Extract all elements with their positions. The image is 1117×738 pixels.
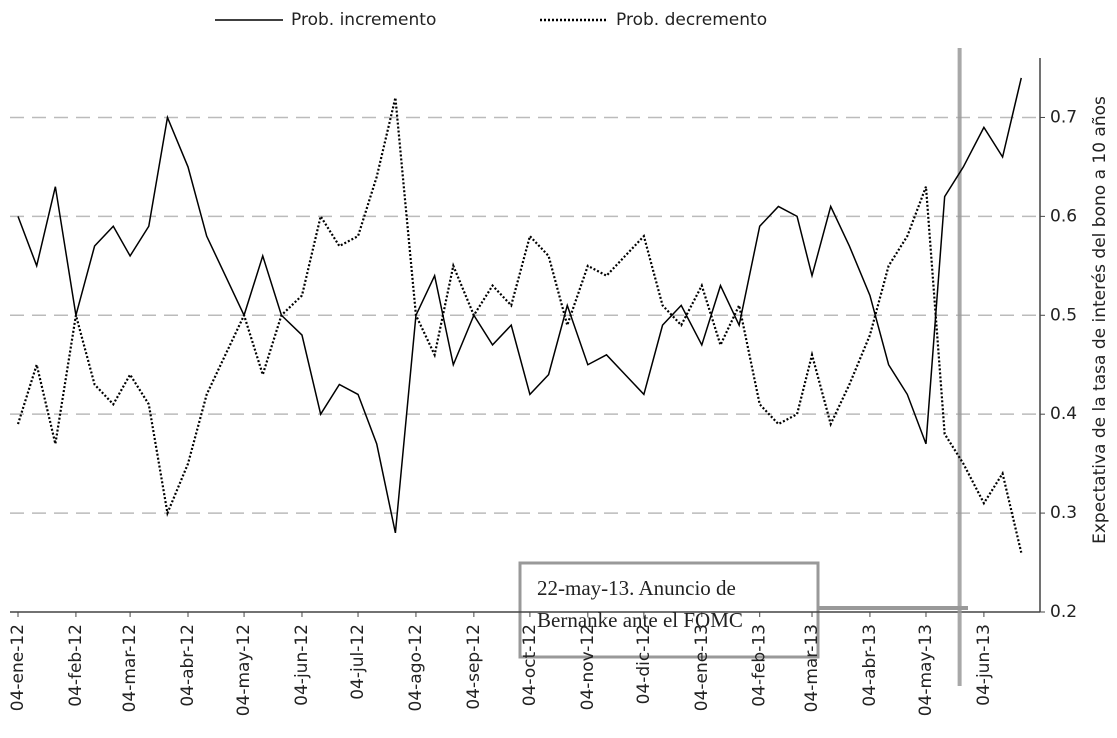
x-tick-label: 04-sep-12 xyxy=(464,624,484,710)
x-tick-label: 04-ene-13 xyxy=(692,624,712,711)
y-tick-label: 0.4 xyxy=(1050,404,1077,424)
annotation-box xyxy=(518,561,820,659)
legend-label: Prob. decremento xyxy=(616,10,767,30)
y-tick-label: 0.5 xyxy=(1050,305,1077,325)
x-tick-label: 04-nov-12 xyxy=(578,624,598,710)
series-line xyxy=(17,77,1022,534)
x-tick-label: 04-jun-13 xyxy=(974,624,994,706)
series-line xyxy=(16,97,1023,553)
x-tick-label: 04-abr-13 xyxy=(860,624,880,707)
x-tick-label: 04-feb-13 xyxy=(750,624,770,707)
x-tick-label: 04-oct-12 xyxy=(520,624,540,706)
x-tick-label: 04-ene-12 xyxy=(8,624,28,711)
x-tick-label: 04-mar-12 xyxy=(120,624,140,712)
x-tick-label: 04-jul-12 xyxy=(348,624,368,700)
y-tick-label: 0.7 xyxy=(1050,107,1077,127)
annotation-text: Bernanke ante el FOMC xyxy=(537,608,743,632)
x-tick-label: 04-may-13 xyxy=(916,624,936,716)
x-tick-label: 04-ago-12 xyxy=(406,624,426,711)
legend-label: Prob. incremento xyxy=(291,10,436,30)
annotation-text: 22-may-13. Anuncio de xyxy=(537,576,736,600)
x-tick-label: 04-mar-13 xyxy=(802,624,822,712)
x-tick-label: 04-jun-12 xyxy=(292,624,312,706)
y-axis-title: Expectativa de la tasa de interés del bo… xyxy=(1090,96,1110,544)
x-tick-label: 04-may-12 xyxy=(234,624,254,716)
x-tick-label: 04-dic-12 xyxy=(634,624,654,704)
y-tick-label: 0.3 xyxy=(1050,503,1077,523)
y-tick-label: 0.2 xyxy=(1050,602,1077,622)
x-tick-label: 04-feb-12 xyxy=(66,624,86,707)
y-tick-label: 0.6 xyxy=(1050,206,1077,226)
x-tick-label: 04-abr-12 xyxy=(178,624,198,707)
